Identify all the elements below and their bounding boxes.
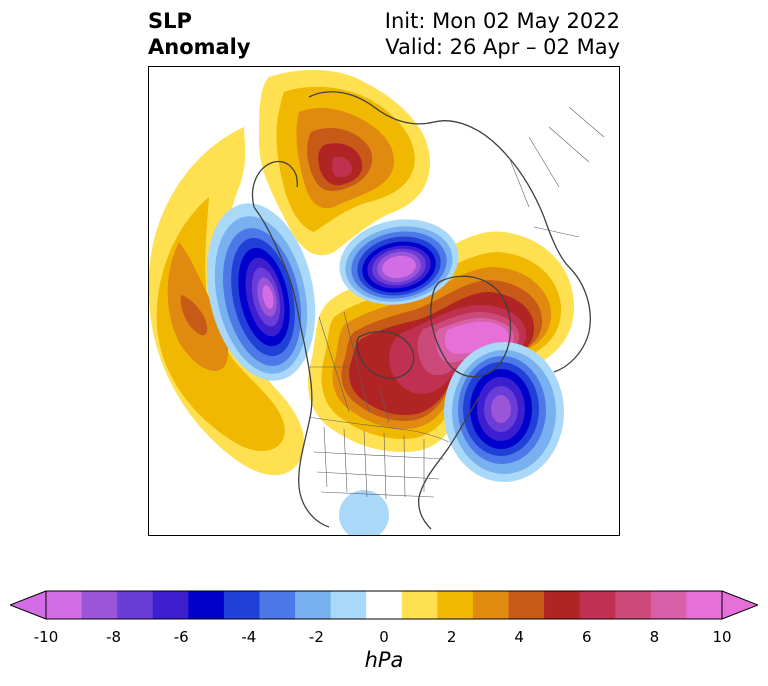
eurasia-coast [308, 91, 570, 268]
colorbar [10, 590, 758, 620]
colorbar-cell [81, 591, 118, 619]
valid-dates: Valid: 26 Apr – 02 May [385, 35, 620, 59]
colorbar-high-extend [722, 591, 758, 619]
russia-borders [508, 106, 605, 238]
colorbar-tick-label: 0 [379, 628, 389, 646]
title-line-1: SLP [148, 9, 192, 33]
colorbar-cell [472, 591, 510, 619]
colorbar-cell [330, 591, 367, 619]
colorbar-cell [152, 591, 189, 619]
north-america-west-coast [253, 206, 330, 528]
state-borders-1 [323, 426, 425, 500]
siberia-positive-anomaly [259, 70, 430, 256]
north-atlantic-negative-anomaly [444, 342, 564, 482]
colorbar-arrow-outline-low [10, 590, 47, 620]
colorbar-cell [508, 591, 545, 619]
siberia-contour-7 [331, 156, 352, 178]
north-america-east-coast [418, 396, 480, 530]
colorbar-tick-label: -4 [241, 628, 257, 646]
init-date: Init: Mon 02 May 2022 [384, 9, 620, 33]
colorbar-tick-label: 8 [649, 628, 660, 646]
europe-coast [553, 266, 591, 373]
colorbar-tick-label: -2 [308, 628, 324, 646]
colorbar-tick-label: -6 [173, 628, 189, 646]
colorbar-low-extend [10, 591, 46, 619]
colorbar-cell [615, 591, 652, 619]
map-panel [148, 66, 620, 536]
colorbar-cell [188, 591, 225, 619]
colorbar-cell [223, 591, 260, 619]
canada-provinces [309, 311, 390, 423]
title-line-2: Anomaly [148, 35, 251, 59]
map-dates: Init: Mon 02 May 2022 Valid: 26 Apr – 02… [385, 8, 620, 60]
coastlines [251, 91, 591, 530]
colorbar-tick-label: -8 [106, 628, 122, 646]
map-title: SLP Anomaly [148, 8, 368, 60]
colorbar-tick-label: 2 [446, 628, 457, 646]
country-borders [308, 106, 605, 500]
alaska-coast [251, 160, 298, 208]
colorbar-unit-label: hPa [364, 648, 404, 672]
colorbar-tick-label: 6 [582, 628, 592, 646]
colorbar-cell [401, 591, 438, 619]
colorbar-outline [45, 590, 723, 620]
colorbar-cell [46, 591, 83, 619]
colorbar-cell [686, 591, 723, 619]
hudson-bay [356, 330, 415, 379]
colorbar-cell [544, 591, 581, 619]
colorbar-cell [579, 591, 616, 619]
colorbar-tick-label: -10 [33, 628, 59, 646]
subtropical-pacific-negative-anomaly [339, 490, 389, 535]
anomaly-map [149, 70, 605, 535]
goa-contour--9 [262, 285, 274, 309]
pacific-contour-4 [167, 242, 229, 371]
colorbar-tick-label: 4 [514, 628, 524, 646]
colorbar-tick-label: 10 [712, 628, 732, 646]
pacific-contour-5 [180, 295, 208, 336]
colorbar-cell [366, 591, 403, 619]
state-borders-2 [313, 451, 445, 498]
canada-greenland-positive-anomaly [308, 231, 574, 452]
colorbar-cell [117, 591, 154, 619]
colorbar-cell [259, 591, 296, 619]
pacific-positive-anomaly [149, 127, 305, 476]
colorbar-arrow-outline-high [721, 590, 758, 620]
colorbar-cell [650, 591, 687, 619]
gulf-of-alaska-negative-anomaly [206, 203, 316, 381]
na-contour--8 [491, 395, 511, 423]
arc-contour--9 [382, 255, 416, 279]
us-canada-border [308, 416, 450, 443]
colorbar-cell [437, 591, 474, 619]
colorbar-cell [295, 591, 332, 619]
arctic-negative-anomaly [339, 219, 459, 305]
greenland [430, 275, 512, 378]
